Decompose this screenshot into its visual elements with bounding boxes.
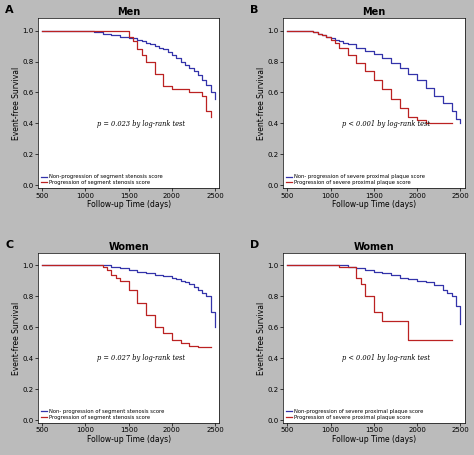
Title: Men: Men (362, 7, 385, 17)
Text: B: B (250, 5, 259, 15)
Text: D: D (250, 240, 260, 250)
Text: p = 0.027 by log-rank test: p = 0.027 by log-rank test (97, 354, 185, 363)
Text: A: A (5, 5, 14, 15)
Title: Women: Women (354, 242, 394, 252)
Text: p < 0.001 by log-rank test: p < 0.001 by log-rank test (342, 120, 430, 128)
Text: C: C (5, 240, 13, 250)
Title: Men: Men (117, 7, 140, 17)
Legend: Non- progression of severe proximal plaque score, Progression of severe proximal: Non- progression of severe proximal plaq… (286, 174, 426, 186)
X-axis label: Follow-up Time (days): Follow-up Time (days) (332, 435, 416, 444)
Legend: Non-progression of segment stenosis score, Progression of segment stenosis score: Non-progression of segment stenosis scor… (41, 174, 163, 186)
Text: p < 0.001 by log-rank test: p < 0.001 by log-rank test (342, 354, 430, 363)
Y-axis label: Event-free Survival: Event-free Survival (257, 66, 266, 140)
Y-axis label: Event-free Survival: Event-free Survival (257, 302, 266, 375)
Y-axis label: Event-free Survival: Event-free Survival (12, 302, 21, 375)
Title: Women: Women (109, 242, 149, 252)
Y-axis label: Event-free Survival: Event-free Survival (12, 66, 21, 140)
Legend: Non-progression of severe proximal plaque score, Progression of severe proximal : Non-progression of severe proximal plaqu… (286, 409, 424, 420)
Legend: Non- progression of segment stenosis score, Progression of segment stenosis scor: Non- progression of segment stenosis sco… (41, 409, 165, 420)
X-axis label: Follow-up Time (days): Follow-up Time (days) (87, 200, 171, 209)
X-axis label: Follow-up Time (days): Follow-up Time (days) (332, 200, 416, 209)
Text: p = 0.023 by log-rank test: p = 0.023 by log-rank test (97, 120, 185, 128)
X-axis label: Follow-up Time (days): Follow-up Time (days) (87, 435, 171, 444)
